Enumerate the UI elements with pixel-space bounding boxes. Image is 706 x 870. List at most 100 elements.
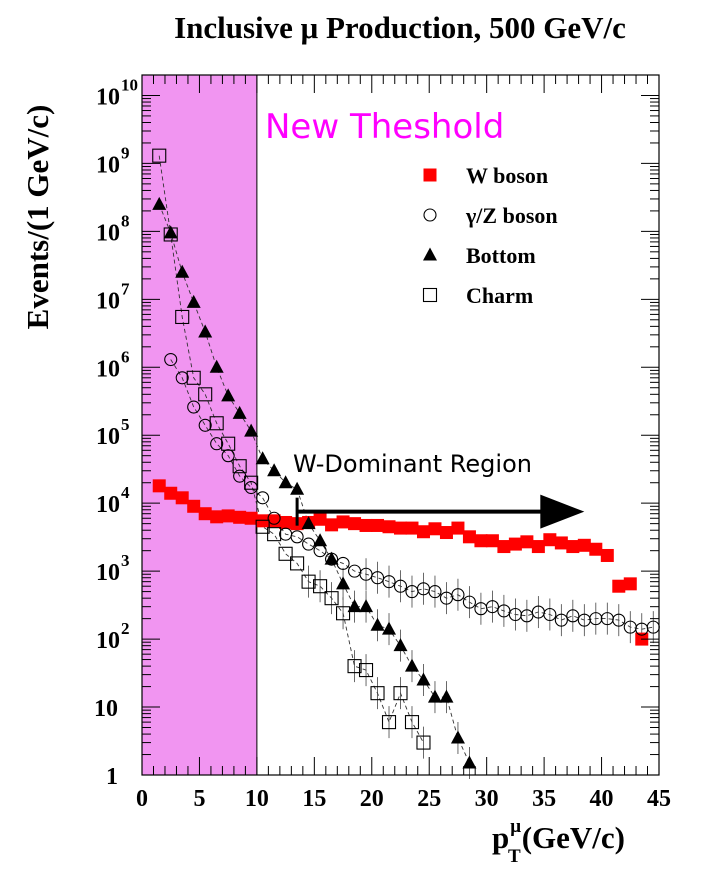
charm-point — [347, 659, 362, 674]
charm-point — [358, 663, 374, 678]
w-boson-point — [497, 540, 511, 554]
charm-point — [152, 148, 167, 163]
y-tick-label: 10 — [96, 288, 120, 314]
y-tick-label: 10 — [96, 628, 120, 654]
y-tick-label-exponent: 9 — [121, 143, 130, 162]
y-tick-label-exponent: 2 — [121, 619, 130, 638]
legend-entry-label: W boson — [466, 163, 548, 188]
-z-boson-point — [198, 418, 212, 432]
bottom-point — [301, 516, 316, 530]
charm-point — [370, 686, 385, 701]
-z-boson-point — [313, 544, 327, 558]
w-boson-point — [554, 536, 568, 550]
w-boson-point — [325, 518, 339, 532]
w-boson-point — [336, 515, 350, 529]
charm-point — [186, 370, 201, 385]
charm-point — [336, 606, 351, 621]
-z-boson-point — [164, 352, 178, 367]
plot-frame — [141, 74, 660, 776]
-z-boson-point — [370, 571, 385, 585]
w-boson-point — [451, 521, 465, 535]
bottom-point — [427, 689, 442, 703]
y-tick-label: 10 — [96, 220, 120, 246]
w-boson-point — [164, 486, 178, 500]
x-axis-label-subscript: T — [508, 846, 521, 867]
w-boson-point — [244, 511, 258, 525]
bottom-point — [244, 423, 259, 437]
w-boson-point — [313, 512, 327, 526]
charm-point — [381, 715, 397, 730]
legend: W boson γ/Z boson Bottom Charm — [422, 163, 558, 308]
-z-boson-point — [612, 613, 626, 627]
x-tick-label: 40 — [590, 786, 614, 812]
bottom-point — [324, 551, 339, 565]
w-boson-point — [439, 526, 453, 540]
charm-point — [422, 287, 438, 303]
x-tick-label: 0 — [136, 786, 148, 812]
data-markers — [152, 148, 660, 769]
charm-point — [416, 735, 431, 750]
w-boson-point — [566, 540, 580, 554]
charm-point — [301, 574, 316, 589]
y-tick-label-exponent: 8 — [121, 211, 130, 230]
x-tick-label: 10 — [245, 786, 269, 812]
charm-point — [324, 591, 339, 606]
w-boson-point — [612, 579, 626, 593]
w-boson-point — [394, 521, 407, 535]
-z-boson-point — [554, 613, 568, 627]
x-tick-label: 45 — [647, 786, 671, 812]
chart-title: Inclusive μ Production, 500 GeV/c — [174, 10, 626, 45]
x-axis-label: pμ T(GeV/c) — [492, 816, 625, 867]
fit-curves — [158, 155, 654, 780]
arrow-head — [540, 494, 585, 529]
y-tick-label: 10 — [96, 560, 120, 586]
w-boson-point — [623, 577, 637, 591]
bottom-point — [163, 225, 178, 239]
bottom-point — [423, 247, 437, 261]
-z-boson-point — [520, 609, 534, 623]
-z-boson-point — [462, 595, 476, 609]
w-boson-point — [589, 542, 603, 556]
bottom-point — [209, 359, 224, 373]
charm-point — [278, 546, 293, 561]
legend-entry-label: Bottom — [466, 243, 536, 268]
y-tick-label-exponent: 7 — [121, 279, 130, 298]
charm-point — [175, 309, 190, 325]
x-tick-label: 30 — [475, 786, 499, 812]
-z-boson-point — [451, 588, 465, 602]
w-boson-point — [279, 515, 293, 529]
-z-boson-point — [428, 585, 442, 599]
bottom-point — [198, 324, 213, 338]
-z-boson-point — [302, 537, 316, 551]
bottom-point — [255, 451, 270, 465]
x-tick-label: 15 — [302, 786, 326, 812]
bottom-point — [370, 617, 385, 631]
w-boson-point — [210, 510, 224, 524]
bottom-point — [313, 533, 328, 547]
bottom-point — [278, 475, 293, 489]
y-tick-label-exponent: 4 — [121, 483, 130, 502]
w-boson-point — [359, 518, 373, 532]
y-tick-label: 10 — [96, 152, 120, 178]
w-boson-point — [371, 518, 385, 532]
bottom-point — [186, 294, 201, 308]
-z-boson-point — [566, 609, 580, 623]
w-boson-point — [187, 499, 201, 513]
charm-fit-curve — [158, 155, 424, 743]
y-tick-label-exponent: 10 — [121, 75, 138, 94]
y-tick-label-exponent: 5 — [121, 415, 130, 434]
w-boson-point — [405, 521, 419, 535]
w-dominant-arrow — [295, 494, 585, 529]
-z-boson-point — [210, 437, 224, 451]
y-tick-label: 10 — [94, 696, 118, 722]
charm-point — [209, 416, 224, 431]
w-boson-point — [577, 538, 591, 552]
bottom-point — [232, 405, 247, 419]
charm-point — [313, 579, 328, 594]
w-boson-point — [233, 510, 247, 524]
charm-point — [198, 387, 213, 402]
y-tick-label: 10 — [96, 424, 120, 450]
bottom-point — [450, 730, 465, 744]
w-boson-point — [423, 168, 437, 182]
